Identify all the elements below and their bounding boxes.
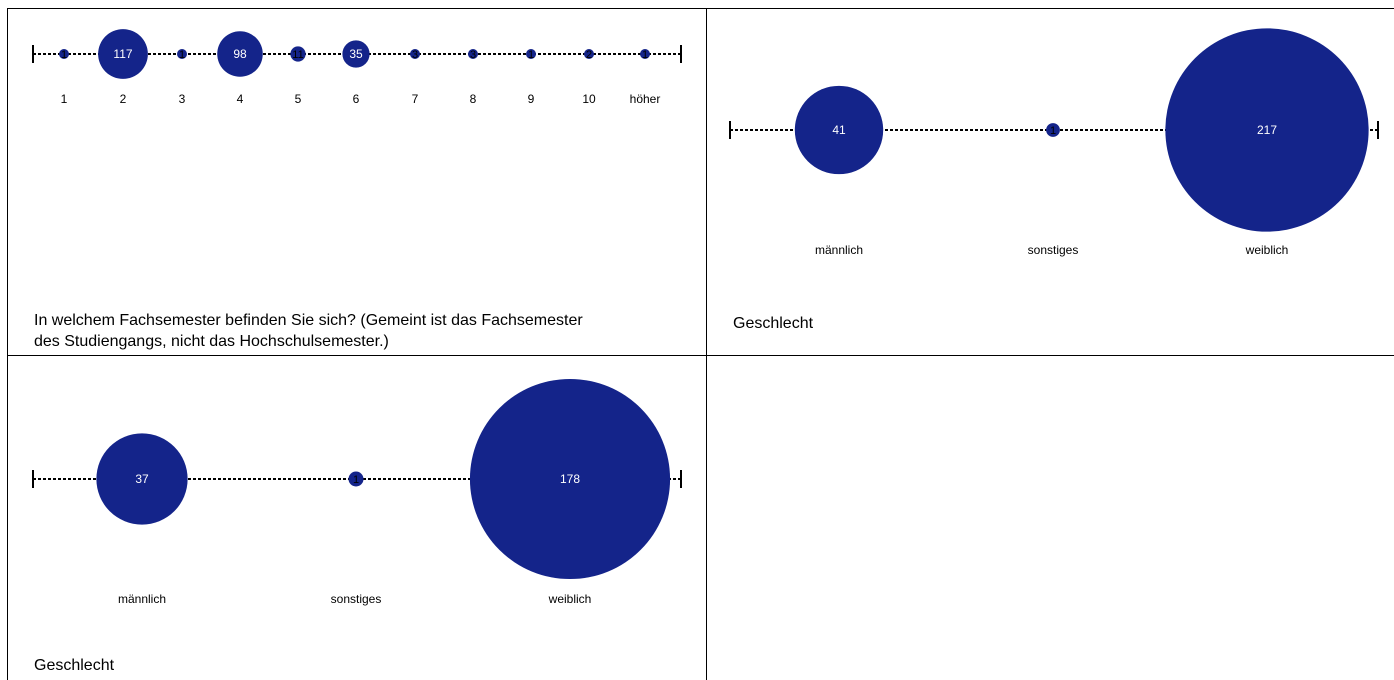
bubble-value-1: 1: [61, 49, 67, 61]
category-label-sonstiges: sonstiges: [1028, 243, 1079, 257]
bubble-value-männlich: 37: [135, 472, 149, 486]
category-label-5: 5: [295, 92, 302, 106]
bubble-7: [410, 49, 420, 59]
bubble-1: [59, 49, 69, 59]
category-label-8: 8: [470, 92, 477, 106]
bubble-value-sonstiges: 1: [353, 474, 359, 486]
geschlecht-chart-2: 37 männlich 1 sonstiges 178 weiblich: [32, 378, 682, 606]
fachsemester-title-line2: des Studiengangs, nicht das Hochschulsem…: [34, 333, 389, 350]
category-label-6: 6: [353, 92, 360, 106]
top-border: [7, 8, 1394, 9]
bubble-sonstiges: [348, 471, 364, 487]
panel-empty: [706, 355, 1394, 680]
category-label-10: 10: [582, 92, 596, 106]
panel-geschlecht-1: 41 männlich 1 sonstiges 217 weiblich Geschlec…: [706, 8, 1394, 355]
center-divider: [706, 8, 707, 680]
category-label-4: 4: [237, 92, 244, 106]
category-label-weiblich: weiblich: [1245, 243, 1289, 257]
category-label-1: 1: [61, 92, 68, 106]
category-label-männlich: männlich: [118, 592, 166, 606]
bubble-value-2: 117: [113, 47, 132, 61]
category-label-sonstiges: sonstiges: [331, 592, 382, 606]
bubble-value-8: 3: [470, 49, 476, 61]
category-label-3: 3: [179, 92, 186, 106]
bubble-value-10: 2: [586, 49, 592, 61]
fachsemester-title: In welchem Fachsemester befinden Sie sic…: [34, 310, 583, 352]
bubble-sonstiges: [1046, 123, 1060, 137]
bubble-10: [584, 49, 594, 59]
category-label-höher: höher: [630, 92, 661, 106]
bubble-value-weiblich: 178: [560, 472, 580, 486]
bubble-männlich: [96, 433, 188, 525]
bubble-2: [98, 29, 148, 79]
middle-border: [7, 355, 1394, 356]
bubble-value-9: 1: [528, 49, 534, 61]
geschlecht-title-2: Geschlecht: [34, 657, 115, 674]
bubble-value-4: 98: [233, 47, 247, 61]
bubble-value-6: 35: [349, 47, 363, 61]
bubble-weiblich: [469, 378, 671, 580]
bubble-value-weiblich: 217: [1257, 123, 1277, 137]
bubble-3: [177, 49, 187, 59]
left-border: [7, 8, 8, 680]
bubble-value-sonstiges: 1: [1050, 125, 1056, 137]
category-label-2: 2: [120, 92, 127, 106]
bubble-6: [342, 40, 370, 68]
bubble-value-5: 11: [292, 49, 303, 61]
bubble-5: [290, 46, 306, 62]
bubble-9: [526, 49, 536, 59]
category-label-7: 7: [412, 92, 419, 106]
bubble-value-7: 3: [412, 49, 418, 61]
bubble-höher: [640, 49, 650, 59]
panel-geschlecht-2: 37 männlich 1 sonstiges 178 weiblich Geschlec…: [7, 355, 706, 680]
panel-fachsemester: 1 1 117 2 1 3 98 4 11 5 35 6 3 7 3 8 1 9 2 10 1 höher In welc…: [7, 8, 706, 355]
bubble-4: [217, 31, 263, 77]
bubble-weiblich: [1165, 28, 1369, 232]
category-label-weiblich: weiblich: [548, 592, 592, 606]
category-label-9: 9: [528, 92, 535, 106]
bubble-value-männlich: 41: [832, 123, 846, 137]
bubble-value-höher: 1: [642, 49, 648, 61]
geschlecht-chart-1: 41 männlich 1 sonstiges 217 weiblich: [729, 28, 1379, 257]
fachsemester-title-line1: In welchem Fachsemester befinden Sie sic…: [34, 312, 583, 329]
category-label-männlich: männlich: [815, 243, 863, 257]
bubble-value-3: 1: [179, 49, 185, 61]
bubble-männlich: [794, 85, 884, 175]
bubble-8: [468, 49, 478, 59]
geschlecht-title-1: Geschlecht: [733, 315, 814, 332]
